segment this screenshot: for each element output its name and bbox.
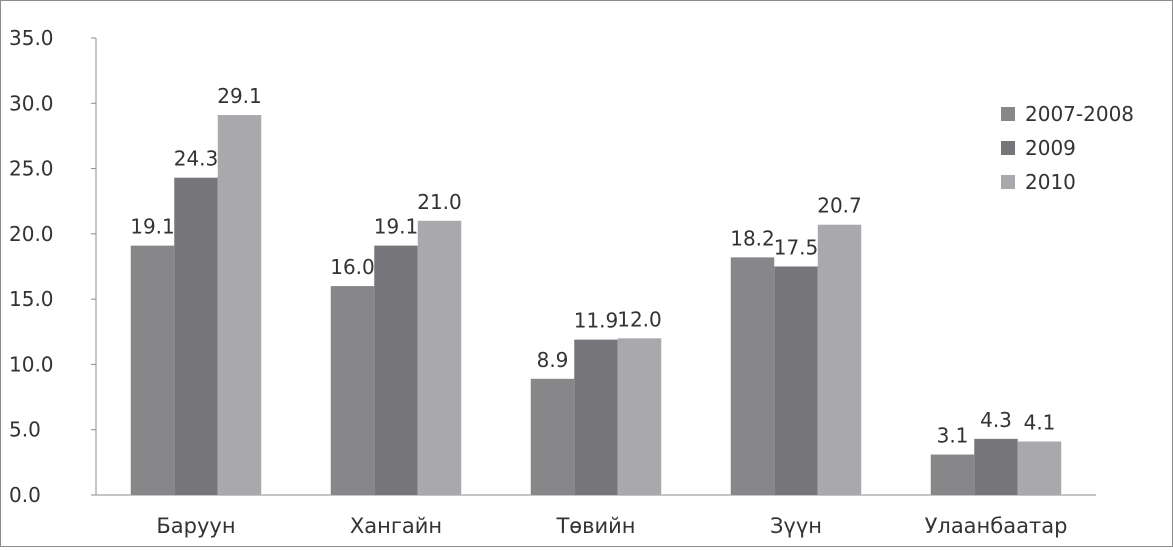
data-label: 16.0 — [330, 255, 375, 279]
bar — [574, 339, 618, 495]
legend-label: 2009 — [1025, 136, 1076, 160]
data-label: 4.3 — [980, 408, 1012, 432]
data-label: 24.3 — [174, 147, 219, 171]
bar — [1017, 441, 1062, 495]
data-label: 19.1 — [374, 215, 419, 239]
legend: 2007-2008 2009 2010 — [1001, 102, 1134, 194]
y-tick-label: 15.0 — [9, 287, 54, 311]
y-tick-label: 30.0 — [9, 91, 54, 115]
data-labels: 19.124.329.116.019.121.08.911.912.018.21… — [130, 84, 1055, 447]
legend-label: 2010 — [1025, 170, 1076, 194]
data-label: 11.9 — [574, 309, 619, 333]
bars — [130, 115, 1062, 496]
data-label: 17.5 — [774, 236, 819, 260]
data-label: 4.1 — [1024, 410, 1056, 434]
data-label: 3.1 — [937, 424, 969, 448]
legend-swatch — [1001, 141, 1015, 155]
x-tick-label: Төвийн — [555, 514, 635, 538]
legend-label: 2007-2008 — [1025, 102, 1134, 126]
legend-swatch — [1001, 175, 1015, 189]
y-tick-label: 5.0 — [9, 418, 41, 442]
bar — [417, 220, 462, 496]
bar — [217, 115, 262, 495]
y-tick-label: 25.0 — [9, 157, 54, 181]
x-tick-label: Хангайн — [350, 514, 442, 538]
y-tick-label: 20.0 — [9, 222, 54, 246]
data-label: 8.9 — [537, 348, 569, 372]
bar — [930, 454, 975, 495]
bar — [330, 286, 375, 495]
x-tick-label: Баруун — [156, 514, 235, 538]
bar — [174, 177, 218, 495]
y-tick-label: 35.0 — [9, 26, 54, 50]
axes: 0.0 5.0 10.0 15.0 20.0 25.0 30.0 35.0 Баруун Ханг… — [9, 26, 1096, 538]
bar — [774, 266, 818, 495]
bar — [530, 378, 575, 495]
bar — [374, 245, 418, 495]
data-label: 12.0 — [617, 307, 662, 331]
data-label: 29.1 — [217, 84, 262, 108]
bar — [817, 224, 862, 495]
x-tick-label: Зүүн — [770, 514, 822, 538]
data-label: 19.1 — [130, 215, 175, 239]
data-label: 21.0 — [417, 190, 462, 214]
bar — [730, 257, 775, 495]
y-tick-label: 0.0 — [9, 483, 41, 507]
bar — [617, 338, 662, 495]
x-tick-label: Улаанбаатар — [925, 514, 1068, 538]
bar — [130, 245, 175, 495]
legend-swatch — [1001, 107, 1015, 121]
bar — [974, 438, 1018, 495]
data-label: 18.2 — [730, 226, 775, 250]
data-label: 20.7 — [817, 194, 862, 218]
y-tick-label: 10.0 — [9, 352, 54, 376]
